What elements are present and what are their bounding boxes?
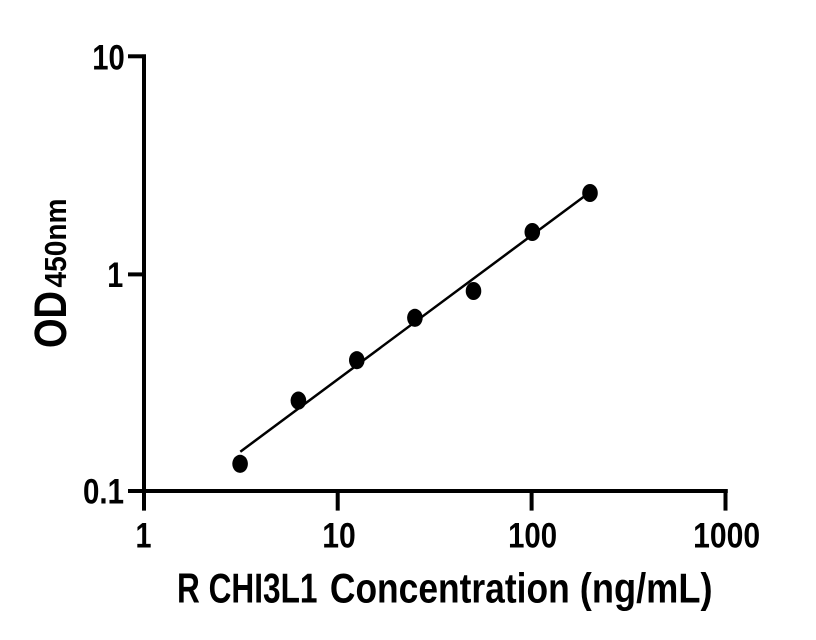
svg-text:10: 10 [92,39,125,78]
svg-text:1: 1 [136,517,152,556]
svg-text:10: 10 [322,517,356,556]
svg-text:1000: 1000 [693,517,760,556]
svg-text:OD450nm: OD450nm [25,199,76,349]
svg-text:1: 1 [107,256,123,295]
svg-text:100: 100 [508,517,557,556]
svg-text:0.1: 0.1 [83,473,124,512]
